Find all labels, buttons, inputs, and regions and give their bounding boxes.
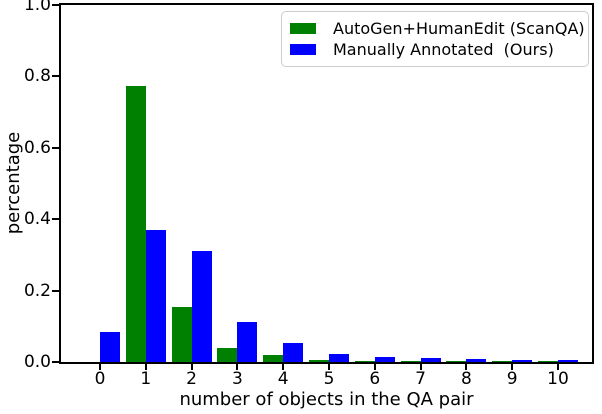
y-tick-label: 0.2: [23, 280, 51, 301]
bar-autogen-7: [400, 361, 421, 362]
bar-manually-3: [237, 322, 258, 362]
y-tick-mark-0.2: [52, 289, 59, 292]
bar-autogen-10: [538, 361, 558, 362]
y-tick-mark-0.6: [52, 146, 59, 149]
x-tick-mark-4: [282, 364, 285, 370]
x-tick-mark-2: [190, 364, 193, 370]
x-tick-mark-1: [144, 364, 147, 370]
x-tick-label: 10: [547, 369, 569, 389]
bar-manually-7: [420, 358, 441, 362]
legend-item-1: Manually Annotated (Ours): [290, 39, 580, 60]
bar-autogen-3: [217, 348, 238, 362]
x-tick-label: 1: [140, 369, 152, 389]
x-tick-mark-7: [419, 364, 422, 370]
x-tick-mark-3: [236, 364, 239, 370]
bar-autogen-4: [263, 355, 284, 362]
legend-swatch-icon: [290, 23, 316, 34]
y-tick-label: 0.8: [23, 66, 51, 87]
x-tick-mark-9: [511, 364, 514, 370]
x-tick-label: 7: [415, 369, 426, 389]
x-tick-mark-6: [373, 364, 376, 370]
bar-autogen-8: [446, 361, 467, 362]
x-tick-label: 6: [369, 369, 381, 389]
x-tick-mark-0: [99, 364, 101, 370]
y-tick-mark-0.8: [52, 75, 59, 78]
bar-manually-0: [100, 332, 120, 362]
y-tick-mark-1.0: [52, 4, 59, 6]
x-tick-label: 3: [231, 369, 243, 389]
x-axis-label: number of objects in the QA pair: [179, 389, 474, 410]
x-tick-label: 0: [94, 369, 106, 389]
legend-label: Manually Annotated (Ours): [333, 40, 554, 59]
legend-swatch-icon: [290, 44, 316, 55]
bar-manually-9: [512, 360, 533, 362]
x-tick-label: 8: [460, 369, 472, 389]
bar-manually-5: [329, 354, 349, 362]
y-tick-label: 0.4: [23, 209, 51, 230]
bar-autogen-1: [125, 86, 146, 362]
y-axis-label: percentage: [3, 131, 24, 235]
x-tick-mark-10: [557, 364, 559, 370]
bar-autogen-6: [354, 361, 375, 362]
bar-manually-8: [466, 359, 487, 362]
bar-autogen-9: [492, 361, 513, 362]
y-tick-mark-0.0: [52, 361, 59, 363]
bar-manually-4: [283, 343, 304, 362]
x-tick-mark-5: [328, 364, 330, 370]
y-tick-label: 0.0: [23, 352, 51, 372]
x-tick-mark-8: [465, 364, 468, 370]
bar-manually-2: [191, 251, 212, 362]
bars-layer: [61, 5, 592, 362]
legend-label: AutoGen+HumanEdit (ScanQA): [333, 19, 585, 38]
bar-manually-10: [558, 360, 578, 362]
y-tick-mark-0.4: [52, 218, 59, 221]
legend: AutoGen+HumanEdit (ScanQA) Manually Annot…: [281, 11, 589, 67]
x-tick-label: 9: [506, 369, 518, 389]
bar-autogen-5: [309, 360, 329, 362]
x-tick-label: 5: [323, 369, 335, 389]
bar-manually-6: [374, 357, 395, 362]
x-tick-label: 4: [277, 369, 289, 389]
bar-autogen-2: [171, 307, 192, 362]
x-tick-label: 2: [186, 369, 197, 389]
bar-manually-1: [145, 230, 166, 362]
y-tick-label: 1.0: [23, 0, 51, 15]
y-tick-label: 0.6: [23, 137, 51, 158]
legend-item-0: AutoGen+HumanEdit (ScanQA): [290, 18, 585, 39]
